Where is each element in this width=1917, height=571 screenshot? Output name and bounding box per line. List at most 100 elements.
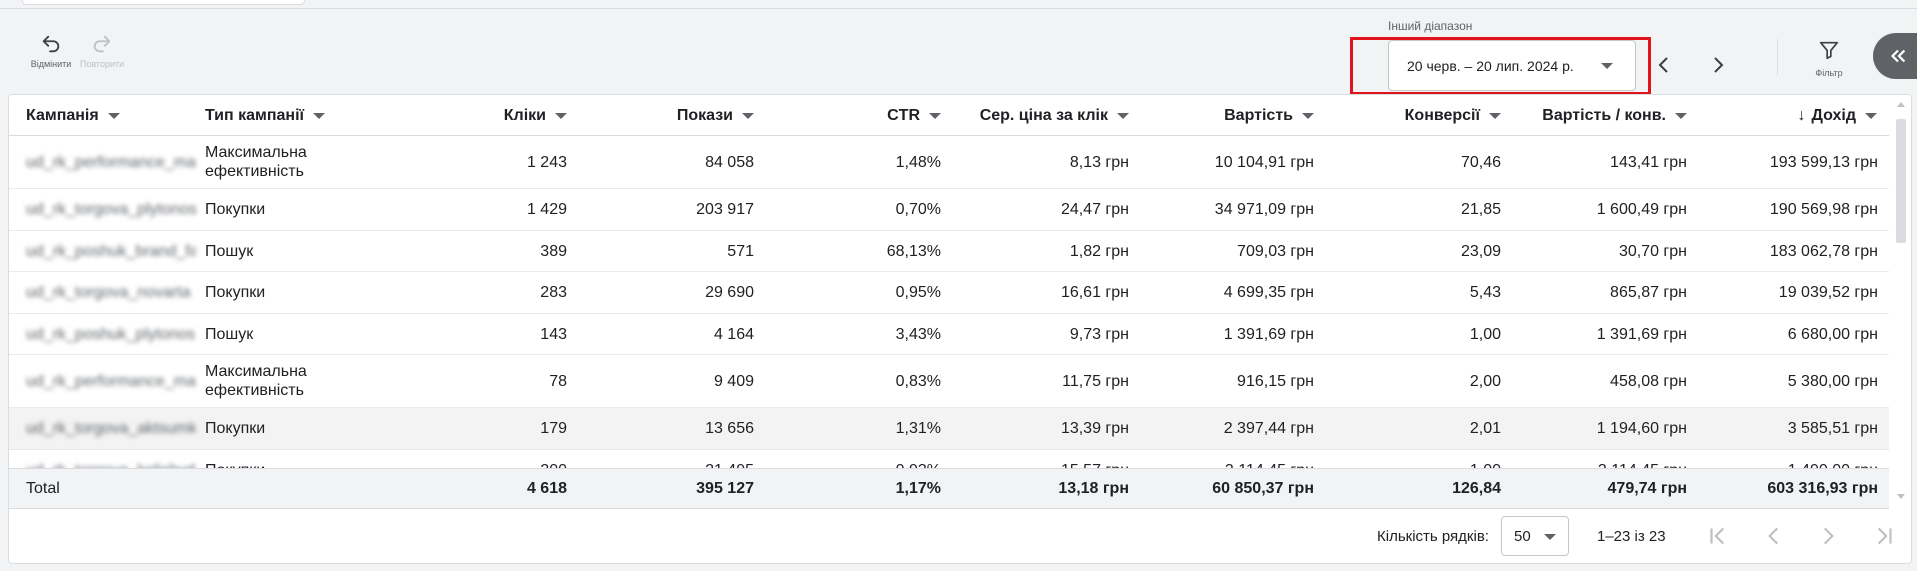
table-row[interactable]: ud_rk_poshuk_brand_fa Пошук 389 571 68,1… [9,231,1889,272]
column-header-campaign[interactable]: Кампанія [26,95,176,136]
highlight-box [1350,37,1651,95]
cell-campaign[interactable]: ud_rk_poshuk_plytonosi [26,325,196,343]
date-range-value: 20 черв. – 20 лип. 2024 р. [1407,57,1574,74]
toolbar: Відмінити Повторити Інший діапазон 20 че… [0,9,1917,95]
total-clicks: 4 618 [526,480,567,497]
cell-campaign[interactable]: ud_rk_performance_max [26,153,196,171]
toolbar-divider [1777,39,1778,75]
first-page-button[interactable] [1705,523,1731,549]
cell-type: Максимальна ефективність [205,363,307,399]
cell-campaign[interactable]: ud_rk_poshuk_brand_fa [26,242,196,260]
sort-icon [1117,112,1129,119]
cell-campaign[interactable]: ud_rk_torgova_kolishydi [26,450,196,468]
previous-page-button[interactable] [1761,523,1787,549]
column-header-cost[interactable]: Вартість [1089,95,1314,136]
column-header-cost-per-conv[interactable]: Вартість / конв. [1459,95,1687,136]
cell-cpc: 11,75 грн [1062,372,1129,390]
cell-ctr: 0,83% [895,372,941,390]
column-header-clicks[interactable]: Кліки [339,95,567,136]
table-row[interactable]: ud_rk_torgova_kolishydi Покупки 200 21 4… [9,450,1889,468]
cell-ctr: 0,70% [895,201,941,218]
cell-type: Покупки [205,420,266,437]
table-row[interactable]: ud_rk_performance_max Максимальна ефекти… [9,355,1889,408]
cell-revenue: 3 585,51 грн [1787,420,1878,437]
cell-ctr: 3,43% [895,325,941,343]
cell-impressions: 21 495 [559,450,754,468]
table-row[interactable]: ud_rk_torgova_aktsumky Покупки 179 13 65… [9,408,1889,450]
previous-period-button[interactable] [1652,53,1676,77]
filter-button[interactable]: Фільтр [1797,39,1861,78]
cell-conversions: 70,46 [1460,153,1501,171]
cell-cost-per-conv: 143,41 грн [1610,153,1687,171]
column-header-revenue[interactable]: ↓ Дохід [1649,95,1877,136]
vertical-scrollbar[interactable] [1891,95,1911,509]
pagination: Кількість рядків: 50 1–23 із 23 [9,509,1911,563]
column-header-cpc[interactable]: Сер. ціна за клік [899,95,1129,136]
cell-clicks: 200 [369,450,567,468]
cell-campaign[interactable]: ud_rk_torgova_novarta [26,284,191,301]
next-page-button[interactable] [1815,523,1841,549]
sort-icon [929,112,941,119]
table-row[interactable]: ud_rk_torgova_novarta Покупки 283 29 690… [9,272,1889,314]
next-period-button[interactable] [1706,53,1730,77]
cell-cost-per-conv: 865,87 грн [1610,284,1687,301]
last-page-button[interactable] [1871,523,1897,549]
header-label: Тип кампанії [205,106,305,124]
header-label: Дохід [1811,106,1856,124]
header-label: CTR [887,106,920,124]
chevron-right-icon [1714,57,1724,73]
rows-per-page-select[interactable]: 50 [1501,516,1569,556]
double-chevron-left-icon [1890,49,1906,63]
undo-button[interactable]: Відмінити [21,33,81,69]
collapse-panel-button[interactable] [1873,33,1917,79]
table-row[interactable]: ud_rk_poshuk_plytonosi Пошук 143 4 164 3… [9,314,1889,355]
cell-ctr: 1,31% [895,420,941,437]
cell-cost-per-conv: 1 194,60 грн [1596,420,1687,437]
chevron-right-icon [1823,527,1834,545]
cell-cost-per-conv: 1 600,49 грн [1596,201,1687,218]
header-label: Кампанія [26,106,99,124]
column-header-ctr[interactable]: CTR [709,95,941,136]
cell-type: Покупки [205,201,266,218]
cell-revenue: 1 490,00 грн [1679,450,1878,468]
cell-cpc: 16,61 грн [1060,284,1129,301]
cell-type: Максимальна ефективність [205,144,307,180]
table-total-row: Total 4 618 395 127 1,17% 13,18 грн 60 8… [9,468,1889,509]
cell-cpc: 1,82 грн [1069,242,1129,260]
column-header-impressions[interactable]: Покази [529,95,754,136]
chevron-left-icon [1658,57,1668,73]
rows-per-page-value: 50 [1514,527,1531,545]
cell-cost: 10 104,91 грн [1214,153,1314,171]
redo-label: Повторити [79,59,125,69]
total-cpc: 13,18 грн [1058,480,1129,497]
cell-impressions: 4 164 [713,325,754,343]
sort-icon [555,112,567,119]
cell-conversions: 5,43 [1469,284,1501,301]
sort-icon [1865,112,1877,119]
column-header-type[interactable]: Тип кампанії [205,95,405,136]
table-body: ud_rk_performance_max Максимальна ефекти… [9,136,1889,468]
table-row[interactable]: ud_rk_torgova_plytonosi Покупки 1 429 20… [9,189,1889,231]
chevron-left-icon [1768,527,1779,545]
top-strip [0,0,1917,9]
cell-cost: 2 397,44 грн [1223,420,1314,437]
cell-cost: 3 114,45 грн [1119,450,1314,468]
cell-campaign[interactable]: ud_rk_performance_max [26,372,196,390]
total-cost: 60 850,37 грн [1212,480,1314,497]
table-row[interactable]: ud_rk_performance_max Максимальна ефекти… [9,136,1889,189]
sort-icon [1302,112,1314,119]
total-impressions: 395 127 [696,480,754,497]
scroll-up-icon[interactable] [1897,102,1905,107]
cell-cost: 1 391,69 грн [1223,325,1314,343]
scroll-thumb[interactable] [1896,119,1906,243]
redo-button[interactable]: Повторити [72,33,132,69]
header-label: Вартість [1224,106,1293,124]
cell-campaign[interactable]: ud_rk_torgova_plytonosi [26,201,196,218]
first-page-icon [1710,527,1725,545]
date-range-select[interactable]: 20 черв. – 20 лип. 2024 р. [1388,40,1636,91]
cell-impressions: 29 690 [705,284,754,301]
cell-campaign[interactable]: ud_rk_torgova_aktsumky [26,420,196,437]
filter-label: Фільтр [1815,68,1843,78]
scroll-down-icon[interactable] [1897,494,1905,499]
column-header-conversions[interactable]: Конверсії [1269,95,1501,136]
